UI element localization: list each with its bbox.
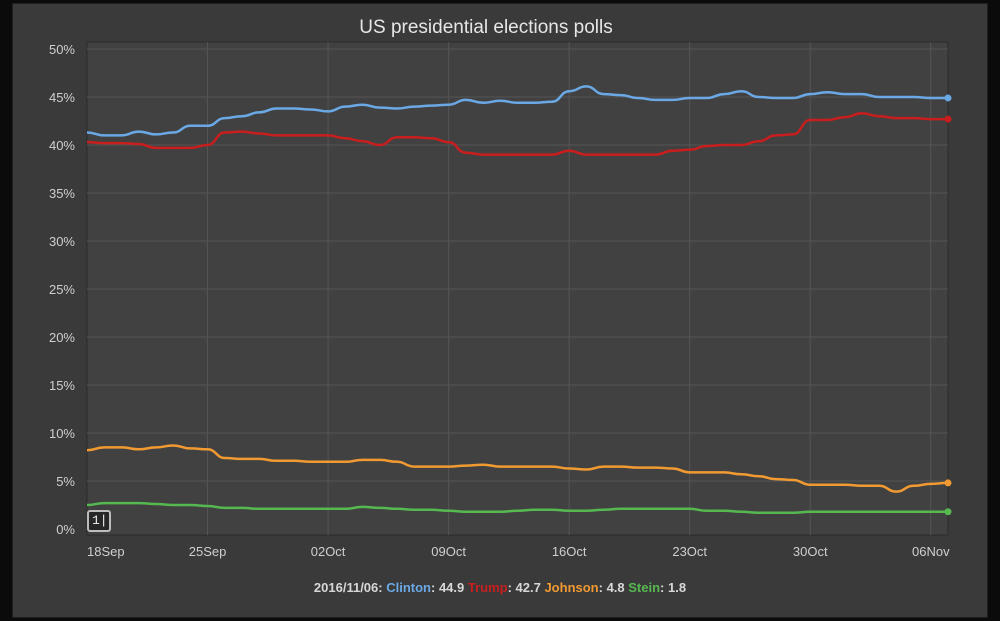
legend-readout: 2016/11/06: Clinton: 44.9 Trump: 42.7 Jo… <box>313 580 687 595</box>
series-lines <box>86 85 952 516</box>
y-tick-label: 10% <box>49 426 75 441</box>
legend-value-trump: : 42.7 <box>507 580 545 595</box>
y-tick-label: 0% <box>56 522 75 537</box>
series-endpoint-clinton <box>944 94 952 102</box>
chart-title: US presidential elections polls <box>359 17 612 38</box>
series-endpoint-stein <box>944 508 952 516</box>
legend-value-johnson: : 4.8 <box>598 580 629 595</box>
y-tick-label: 15% <box>49 378 75 393</box>
y-axis-ticks: 0% 5% 10% 15% 20% 25% 30% 35% 40% 45% 50% <box>49 42 75 537</box>
x-tick-label: 16Oct <box>552 544 587 559</box>
x-tick-label: 25Sep <box>189 544 227 559</box>
legend-items: Clinton: 44.9 Trump: 42.7 Johnson: 4.8 S… <box>386 580 686 595</box>
series-line-trump <box>86 112 948 156</box>
range-selector-handle[interactable]: 1| <box>87 510 111 532</box>
x-tick-label: 30Oct <box>793 544 828 559</box>
series-endpoint-trump <box>944 115 952 123</box>
y-tick-label: 30% <box>49 234 75 249</box>
legend-value-stein: : 1.8 <box>660 580 687 595</box>
y-tick-label: 40% <box>49 138 75 153</box>
series-line-johnson <box>86 444 949 493</box>
legend-date: 2016/11/06 <box>313 580 379 595</box>
gridlines <box>87 42 948 535</box>
legend-name-clinton: Clinton <box>386 580 431 595</box>
x-tick-label: 18Sep <box>87 544 125 559</box>
y-tick-label: 20% <box>49 330 75 345</box>
legend-name-stein: Stein <box>628 580 661 595</box>
x-tick-label: 23Oct <box>672 544 707 559</box>
y-tick-label: 25% <box>49 282 75 297</box>
legend-name-johnson: Johnson <box>544 580 599 595</box>
series-line-stein <box>86 501 948 514</box>
x-axis-ticks: 18Sep 25Sep 02Oct 09Oct 16Oct 23Oct 30Oct 06Nov <box>87 544 950 559</box>
legend-value-clinton: : 44.9 <box>431 580 468 595</box>
x-tick-label: 02Oct <box>311 544 346 559</box>
y-tick-label: 50% <box>49 42 75 57</box>
x-tick-label: 06Nov <box>912 544 950 559</box>
y-tick-label: 35% <box>49 186 75 201</box>
y-tick-label: 45% <box>49 90 75 105</box>
legend-name-trump: Trump <box>467 580 508 595</box>
x-tick-label: 09Oct <box>431 544 466 559</box>
series-line-clinton <box>86 85 948 137</box>
series-endpoint-johnson <box>944 479 952 487</box>
y-tick-label: 5% <box>56 474 75 489</box>
